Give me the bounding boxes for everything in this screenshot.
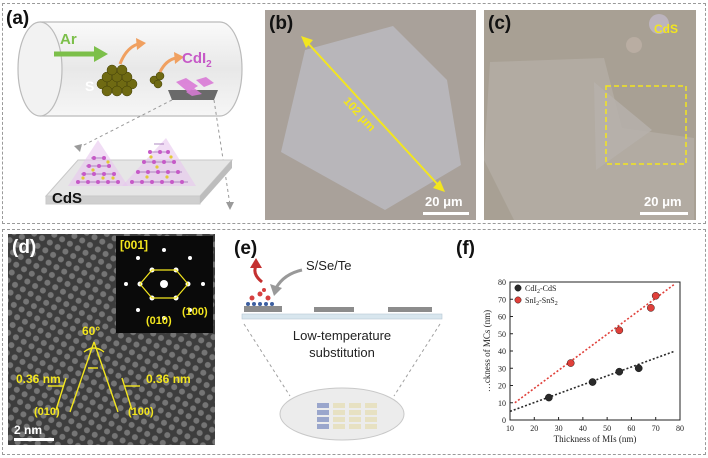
ar-label: Ar	[60, 31, 77, 48]
panel-label-f: (f)	[456, 238, 475, 259]
data-point	[651, 292, 660, 300]
y-tick-label: 30	[498, 364, 506, 373]
data-point	[615, 326, 624, 335]
panel-a: (a) Ar S CdI2 CdS	[0, 0, 262, 224]
flake-c	[484, 14, 694, 220]
saed-label-010: (010)	[146, 315, 172, 327]
x-tick-label: 50	[603, 424, 611, 433]
scale-bar-c	[640, 212, 688, 215]
thickness-chart: 10 20 30 40 50 60 70 8001020304050607080Thickne…	[482, 278, 684, 444]
scale-bar-label-c: 20 μm	[644, 194, 682, 209]
legend-marker	[514, 284, 522, 292]
outgoing-arrow	[253, 265, 263, 284]
cds-crystal-lattice	[68, 138, 196, 186]
data-point	[647, 304, 655, 312]
panel-c-optical-image: CdS 20 μm (c)	[484, 10, 696, 220]
fit-line	[509, 350, 676, 413]
saed-hexagon	[139, 269, 189, 299]
sulfur-vapor-arrow	[118, 42, 139, 65]
vapor-arrow-2	[158, 56, 177, 73]
y-tick-label: 70	[498, 295, 506, 304]
material-label-c: CdS	[654, 22, 678, 36]
y-tick-label: 40	[498, 347, 506, 356]
x-tick-label: 70	[652, 424, 660, 433]
top-row-frame	[2, 3, 706, 224]
y-tick-label: 10	[498, 399, 506, 408]
growth-substrate	[241, 313, 443, 320]
data-point	[634, 364, 643, 373]
x-tick-label: 40	[579, 424, 587, 433]
flakes-row	[244, 288, 432, 312]
chalcogen-label: S/Se/Te	[306, 258, 352, 273]
saed-label-100: (100)	[182, 306, 208, 318]
data-point	[566, 359, 575, 367]
y-tick-label: 20	[498, 382, 506, 391]
y-tick-label: 50	[498, 330, 506, 339]
scale-bar-label-b: 20 μm	[425, 194, 463, 209]
substitution-schematic	[241, 258, 443, 441]
spacing-right-label: 0.36 nm	[146, 372, 191, 386]
process-label-line2: substitution	[309, 345, 375, 360]
cvd-schematic	[17, 21, 243, 210]
zoom-region-box	[605, 85, 687, 165]
zone-axis-label: [001]	[120, 238, 149, 252]
bottom-row-frame	[2, 229, 706, 455]
panel-f: (f) 10 20 30 40 50 60 70 80 0 10 20 30 40 50 60 70 80 Thi…	[452, 232, 702, 452]
ar-arrow-head	[94, 46, 108, 62]
legend-marker	[514, 296, 522, 304]
data-point	[588, 378, 597, 386]
panel-label-d: (d)	[12, 237, 37, 258]
y-tick-label: 60	[498, 313, 506, 322]
y-tick-label: 80	[498, 278, 506, 287]
x-axis-label: Thickness of MIs (nm)	[554, 434, 637, 444]
vapor-arrow-head	[136, 38, 146, 50]
plane-right-label: (100)	[128, 406, 154, 418]
measurement-line	[304, 39, 442, 189]
x-tick-label: 80	[676, 424, 684, 433]
x-tick-label: 10	[506, 424, 514, 433]
device-array	[317, 403, 377, 429]
spacing-left-label: 0.36 nm	[16, 372, 61, 386]
angle-label: 60°	[82, 324, 101, 338]
fit-line	[514, 283, 676, 404]
scale-bar-b	[423, 212, 469, 215]
y-tick-label: 0	[502, 416, 506, 425]
legend-entry: SnI2-SnS2	[525, 296, 558, 307]
lattice-angle-lines	[48, 341, 140, 413]
hrtem-lattice	[8, 234, 215, 445]
cdi2-sub: 2	[206, 59, 212, 70]
panel-b-optical-image: 102 μm 20 μm (b)	[265, 10, 476, 220]
plane-left-label: (010)	[34, 406, 60, 418]
panel-d-hrtem-image: [001] (100) (010) 60° 0.36 nm 0.36 nm (0…	[8, 234, 215, 445]
scale-bar-label-d: 2 nm	[14, 423, 43, 437]
sulfur-label: S	[85, 78, 95, 94]
sulfur-powder	[96, 64, 165, 97]
panel-label-c: (c)	[488, 13, 512, 34]
cdi2-label: CdI2	[182, 50, 212, 70]
x-tick-label: 20	[530, 424, 538, 433]
cdi2-main: CdI	[182, 50, 207, 67]
incoming-arrow	[274, 268, 303, 289]
cds-label: CdS	[52, 190, 82, 207]
x-tick-label: 30	[555, 424, 563, 433]
data-point	[545, 393, 553, 402]
panel-e: (e) S/Se/Te Low-temperature substitution	[222, 232, 462, 450]
data-point	[615, 367, 624, 376]
process-label-line1: Low-temperature	[292, 328, 392, 343]
y-axis-label: …ckness of MCs (nm)	[482, 310, 492, 392]
tube-opening	[17, 21, 63, 117]
panel-label-b: (b)	[269, 13, 294, 34]
panel-label-e: (e)	[234, 238, 258, 259]
legend-entry: CdI2-CdS	[525, 284, 556, 295]
scale-bar-d	[14, 438, 54, 441]
vapor-arrow-head-2	[174, 52, 184, 64]
flake-b	[281, 26, 461, 210]
panel-label-a: (a)	[6, 8, 30, 29]
x-tick-label: 60	[627, 424, 635, 433]
